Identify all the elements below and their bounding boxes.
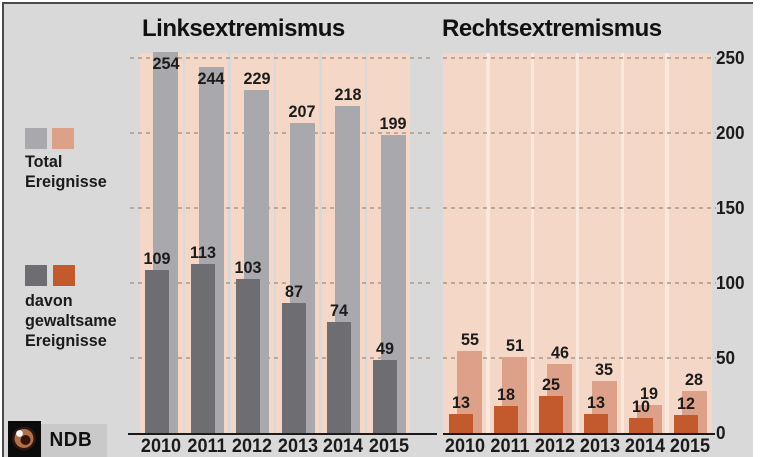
- legend-label-total-line2: Ereignisse: [25, 172, 107, 191]
- value-label: 18: [497, 385, 516, 404]
- y-tick-50: 50: [716, 348, 736, 368]
- bar-violent-2013: [583, 413, 608, 433]
- bar-violent-2013: [281, 302, 306, 433]
- gridline-200: [443, 132, 716, 134]
- value-label: 244: [197, 69, 225, 88]
- bar-violent-2010: [449, 413, 474, 433]
- value-label: 13: [586, 392, 605, 412]
- gridline-100: [443, 282, 716, 284]
- gridline-150: [443, 207, 716, 209]
- right-edge-margin: [753, 0, 760, 457]
- year-label-2010: 2010: [140, 436, 182, 457]
- chart-title-left: Linksextremismus: [142, 15, 345, 42]
- bar-violent-2015: [372, 359, 397, 433]
- value-label: 229: [243, 68, 270, 88]
- legend-swatch-total-gray: [25, 128, 47, 149]
- value-label: 46: [550, 343, 569, 362]
- year-label-2014: 2014: [624, 436, 665, 457]
- year-label-2012: 2012: [534, 436, 576, 457]
- bar-violent-2015: [673, 415, 698, 433]
- year-label-2010: 2010: [445, 436, 486, 457]
- value-label: 49: [375, 338, 394, 358]
- gridline-150: [130, 207, 432, 209]
- year-label-2012: 2012: [231, 436, 273, 457]
- y-tick-100: 100: [716, 273, 745, 293]
- ndb-label-text: NDB: [49, 429, 93, 451]
- value-label: 199: [379, 113, 407, 133]
- bar-violent-2010: [145, 269, 169, 433]
- value-label: 10: [631, 397, 650, 416]
- year-label-2013: 2013: [277, 436, 318, 457]
- year-label-2015: 2015: [368, 436, 409, 457]
- legend-swatch-violent-orange: [53, 265, 75, 286]
- bar-violent-2012: [539, 395, 564, 433]
- value-label: 74: [330, 301, 348, 320]
- column-separator: [486, 53, 490, 433]
- legend-swatch-violent-gray: [25, 265, 47, 286]
- year-label-2013: 2013: [579, 436, 620, 457]
- x-axis-line: [128, 433, 437, 435]
- bar-violent-2014: [327, 322, 351, 433]
- bar-violent-2012: [236, 278, 260, 433]
- value-label: 113: [189, 242, 216, 262]
- chart-title-right: Rechtsextremismus: [442, 15, 662, 42]
- y-tick-200: 200: [716, 123, 745, 143]
- gridline-250: [443, 57, 716, 59]
- value-label: 254: [152, 54, 179, 73]
- gridline-50: [130, 357, 432, 359]
- y-tick-0: 0: [716, 423, 726, 443]
- value-label: 55: [460, 329, 479, 349]
- gridline-50: [443, 357, 716, 359]
- x-axis-line: [443, 433, 715, 435]
- gridline-200: [130, 132, 432, 134]
- eye-icon: [12, 426, 36, 451]
- gridline-250: [130, 57, 432, 59]
- gridline-100: [130, 282, 432, 284]
- value-label: 28: [685, 370, 704, 389]
- column-separator: [575, 53, 580, 433]
- bar-violent-2011: [190, 263, 215, 433]
- legend-label-violent-line1: davon: [25, 291, 73, 310]
- value-label: 35: [595, 359, 614, 379]
- value-label: 218: [334, 85, 361, 104]
- legend-swatch-total-salmon: [52, 128, 74, 149]
- year-label-2011: 2011: [186, 436, 227, 457]
- bar-violent-2011: [494, 406, 519, 433]
- bar-violent-2014: [628, 418, 653, 433]
- legend-label-violent-line3: Ereignisse: [25, 331, 107, 350]
- value-label: 87: [284, 281, 303, 301]
- value-label: 25: [542, 374, 561, 394]
- y-tick-150: 150: [716, 198, 745, 218]
- y-tick-250: 250: [716, 48, 745, 68]
- year-label-2014: 2014: [322, 436, 364, 457]
- year-label-2015: 2015: [669, 436, 710, 457]
- column-separator: [620, 53, 625, 433]
- value-label: 103: [234, 257, 262, 277]
- ndb-logo: [8, 421, 41, 457]
- legend-label-total-line1: Total: [25, 152, 63, 171]
- value-label: 51: [505, 335, 524, 355]
- value-label: 19: [640, 383, 659, 403]
- column-separator: [665, 53, 669, 433]
- value-label: 207: [288, 101, 316, 121]
- year-label-2011: 2011: [490, 436, 530, 457]
- value-label: 109: [143, 248, 171, 268]
- legend-label-violent-line2: gewaltsame: [25, 311, 117, 330]
- value-label: 13: [452, 392, 471, 412]
- ndb-label-box: NDB: [41, 424, 107, 457]
- column-separator: [530, 53, 535, 433]
- value-label: 12: [676, 394, 695, 413]
